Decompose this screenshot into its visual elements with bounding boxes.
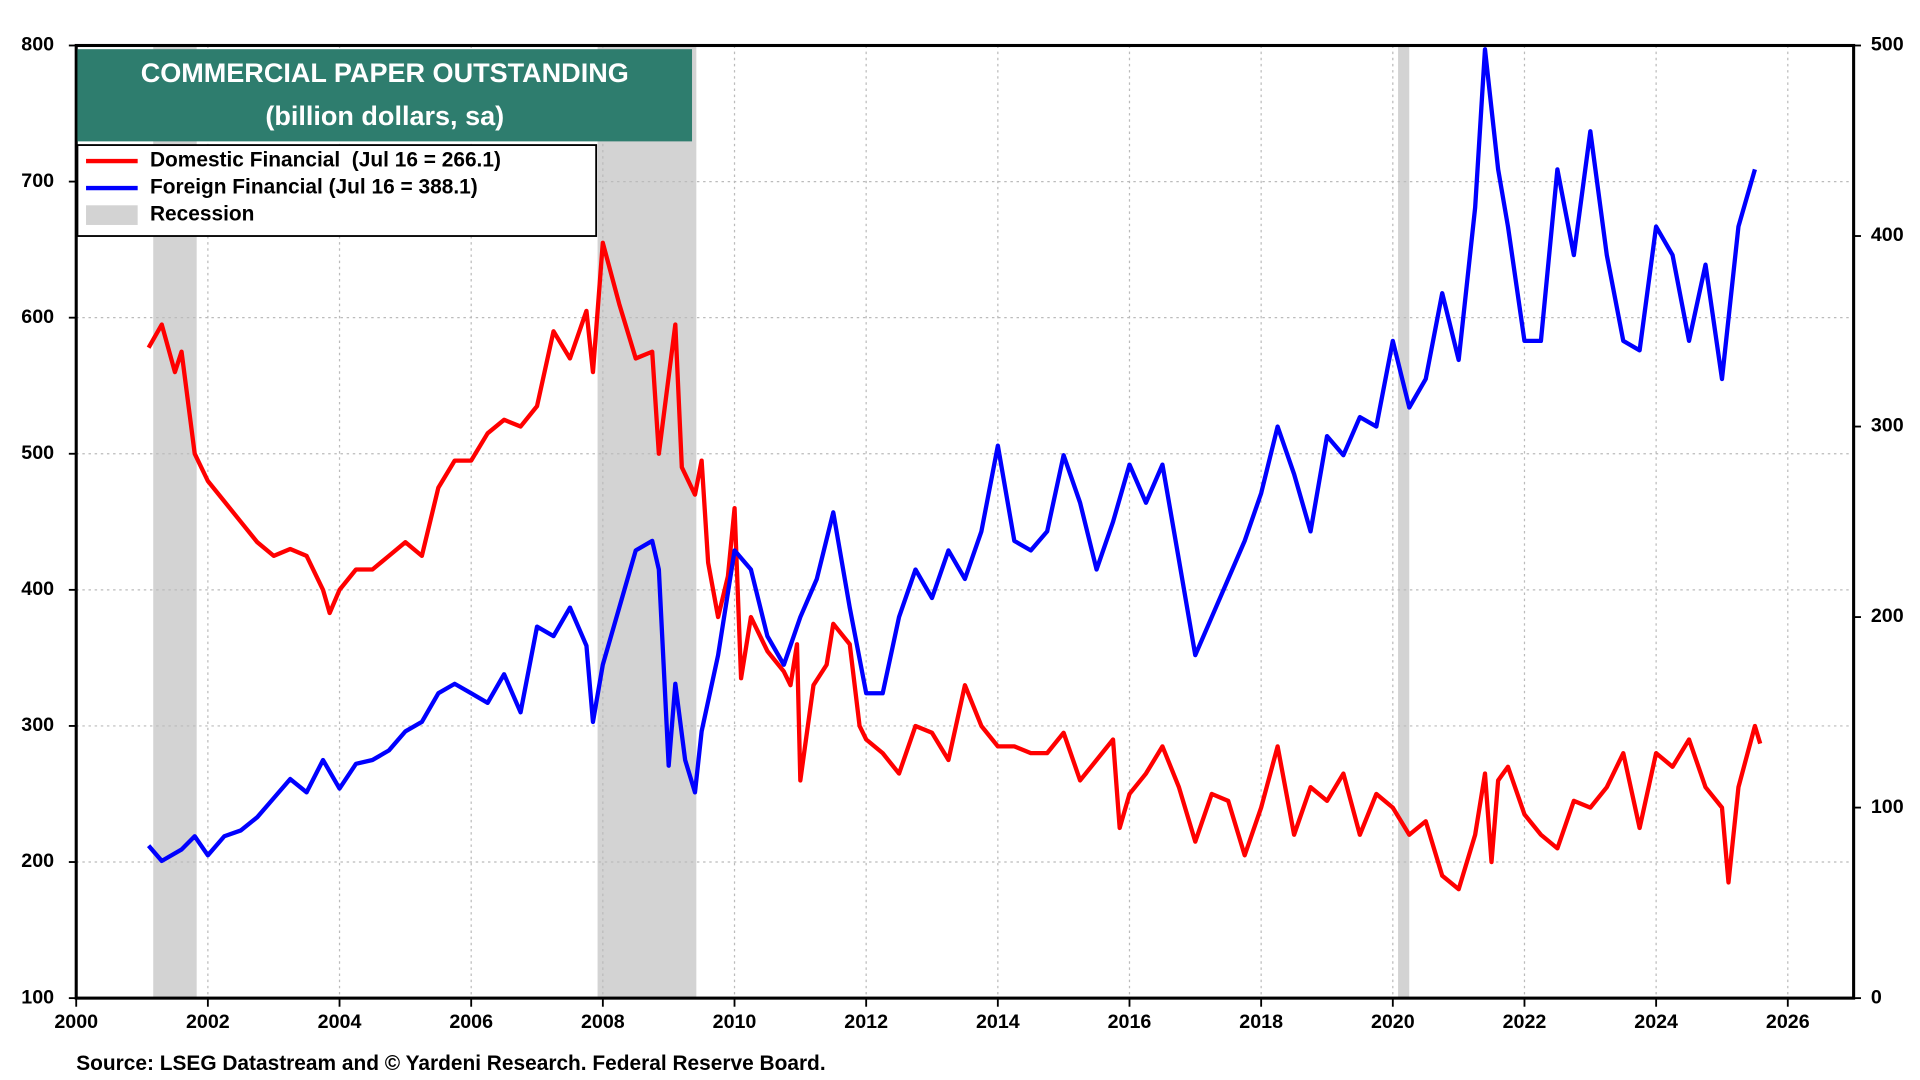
y-tick-label: 400 xyxy=(21,578,54,600)
x-tick-label: 2000 xyxy=(54,1011,98,1033)
x-tick-label: 2008 xyxy=(581,1011,625,1033)
x-tick-label: 2006 xyxy=(449,1011,493,1033)
x-tick-label: 2024 xyxy=(1634,1011,1678,1033)
y-tick-label: 100 xyxy=(21,986,54,1008)
x-tick-label: 2020 xyxy=(1371,1011,1415,1033)
legend-swatch xyxy=(86,205,138,225)
y2-tick-label: 400 xyxy=(1871,224,1904,246)
plot-frame xyxy=(74,43,1856,1000)
x-tick-label: 2022 xyxy=(1503,1011,1547,1033)
data-line xyxy=(146,240,1763,892)
y-tick-label: 800 xyxy=(21,34,54,56)
recession-band xyxy=(1398,45,1410,999)
y2-tick-label: 100 xyxy=(1871,796,1904,818)
title-box xyxy=(77,49,693,142)
y2-tick-label: 0 xyxy=(1871,986,1882,1008)
legend-label: Foreign Financial (Jul 16 = 388.1) xyxy=(150,176,478,199)
x-tick-label: 2018 xyxy=(1239,1011,1283,1033)
x-tick-label: 2002 xyxy=(186,1011,230,1033)
legend-box xyxy=(76,144,598,237)
y-tick-label: 700 xyxy=(21,170,54,192)
y-tick-label: 600 xyxy=(21,306,54,328)
y-tick-label: 200 xyxy=(21,850,54,872)
x-tick-label: 2014 xyxy=(976,1011,1020,1033)
data-line xyxy=(146,47,1757,864)
y2-tick-label: 500 xyxy=(1871,34,1904,56)
y2-tick-label: 300 xyxy=(1871,415,1904,437)
chart-subtitle: (billion dollars, sa) xyxy=(265,101,504,131)
recession-band xyxy=(597,45,697,999)
x-tick-label: 2004 xyxy=(318,1011,362,1033)
y2-tick-label: 200 xyxy=(1871,605,1904,627)
y-tick-label: 500 xyxy=(21,442,54,464)
legend-label: Recession xyxy=(150,203,254,226)
x-tick-label: 2012 xyxy=(844,1011,888,1033)
chart-title: COMMERCIAL PAPER OUTSTANDING xyxy=(141,58,629,88)
x-tick-label: 2026 xyxy=(1766,1011,1810,1033)
source-note: Source: LSEG Datastream and © Yardeni Re… xyxy=(76,1052,825,1075)
legend-label: Domestic Financial (Jul 16 = 266.1) xyxy=(150,149,501,172)
x-tick-label: 2010 xyxy=(713,1011,757,1033)
x-tick-label: 2016 xyxy=(1108,1011,1152,1033)
y-tick-label: 300 xyxy=(21,714,54,736)
